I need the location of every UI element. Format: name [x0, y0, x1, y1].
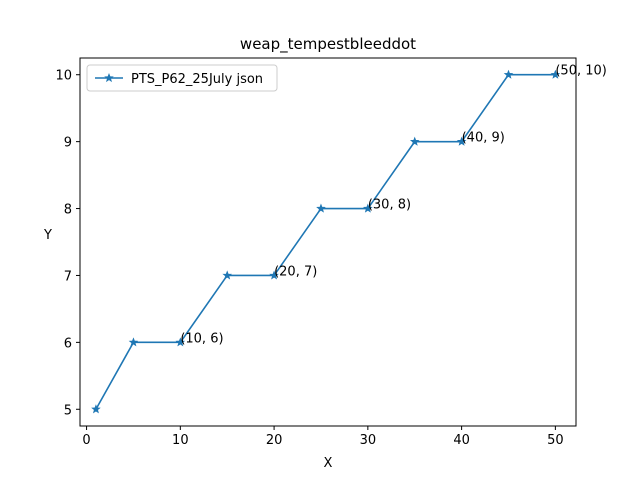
- data-point-marker: [550, 69, 561, 79]
- legend-entry-label: PTS_P62_25July json: [131, 72, 263, 87]
- y-tick-label: 5: [64, 403, 72, 418]
- data-point-marker: [269, 270, 279, 280]
- point-annotation: (50, 10): [555, 64, 607, 79]
- legend-box: [86, 64, 278, 92]
- y-tick-label: 7: [64, 269, 72, 284]
- x-tick-label: 20: [266, 433, 283, 448]
- x-tick-label: 10: [172, 433, 189, 448]
- data-point-marker: [363, 203, 373, 213]
- data-point-marker: [128, 337, 139, 347]
- x-tick-label: 30: [360, 433, 377, 448]
- data-point-marker: [409, 136, 420, 146]
- data-point-marker: [91, 404, 101, 414]
- y-tick-label: 8: [64, 203, 72, 218]
- data-point-marker: [456, 136, 467, 146]
- y-axis-label: Y: [43, 228, 52, 243]
- x-axis-label: X: [324, 456, 333, 471]
- data-point-marker: [175, 337, 186, 347]
- x-tick-label: 50: [547, 433, 564, 448]
- data-point-marker: [503, 69, 514, 79]
- data-point-marker: [316, 203, 326, 213]
- point-annotation: (20, 7): [274, 264, 317, 279]
- data-point-marker: [222, 270, 232, 280]
- plot-area: 0 10 20 30 40 50 5 6 7 8 9 10 (10, 6) (20, 7) (30, 8) (…: [55, 57, 607, 448]
- point-annotation: (40, 9): [462, 131, 505, 146]
- x-tick-label: 40: [453, 433, 470, 448]
- x-tick-label: 0: [82, 433, 90, 448]
- y-tick-label: 6: [64, 336, 72, 351]
- point-annotation: (30, 8): [368, 198, 411, 213]
- chart-title: weap_tempestbleeddot: [240, 35, 416, 54]
- legend-marker-swatch: [104, 72, 114, 83]
- axes-frame: [79, 57, 577, 427]
- y-tick-label: 10: [55, 69, 72, 84]
- legend: PTS_P62_25July json: [86, 64, 278, 92]
- y-tick-label: 9: [64, 136, 72, 151]
- point-annotation: (10, 6): [180, 331, 223, 346]
